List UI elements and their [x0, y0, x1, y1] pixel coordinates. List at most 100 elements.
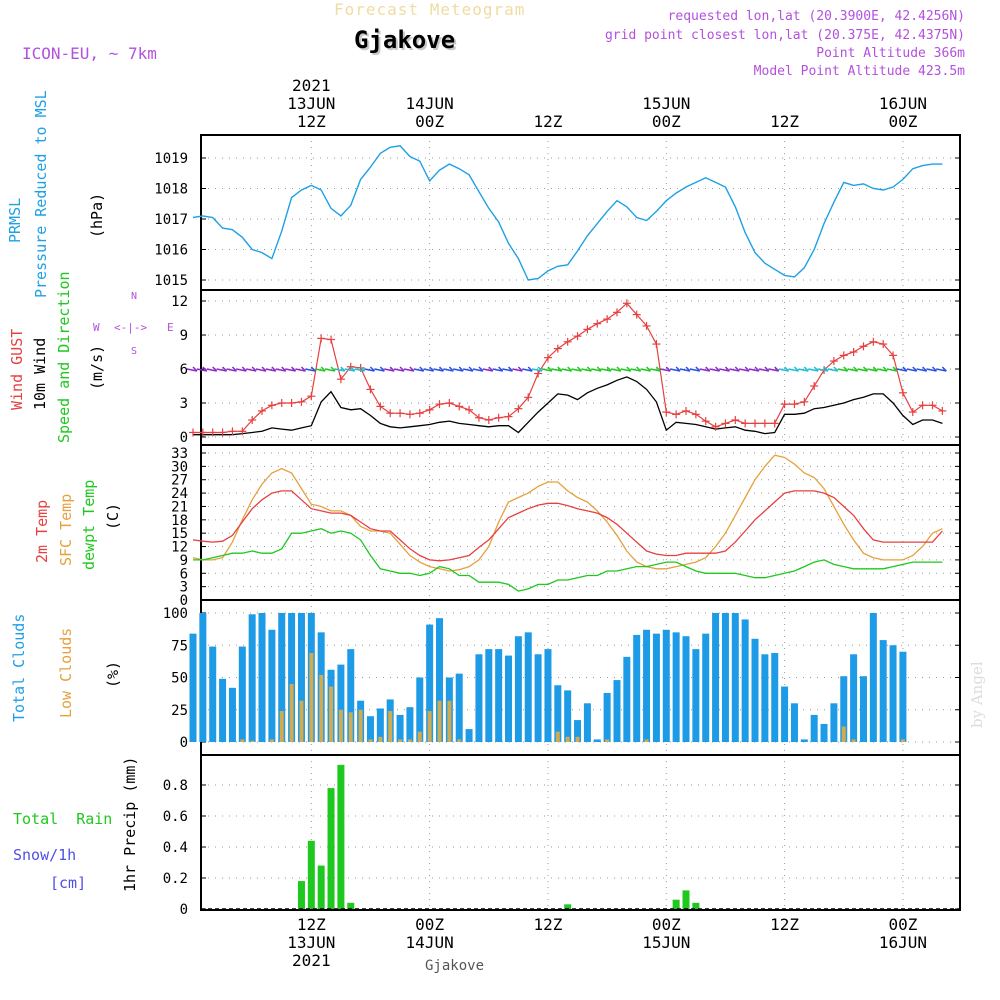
wind-arrow	[206, 368, 217, 372]
panel-frame	[200, 289, 961, 446]
wind-arrow-head	[222, 366, 228, 372]
footer-location: Gjakove	[425, 958, 485, 974]
wind-arrow	[246, 368, 257, 372]
total-cloud-bar	[495, 649, 503, 742]
total-cloud-bar	[436, 618, 443, 742]
wind-arrow-head	[448, 366, 454, 372]
wind-arrow-head	[665, 366, 671, 372]
wind-arrow-head	[784, 366, 790, 372]
y-tick-label: 3	[180, 396, 188, 412]
wind-arrow-head	[734, 366, 740, 372]
panel-frame	[200, 134, 961, 291]
y-tick-label: 1018	[154, 182, 188, 198]
time-label-bottom: 2021	[292, 951, 331, 970]
wind-arrow-head	[813, 366, 819, 372]
wind-arrow-head	[724, 366, 730, 372]
total-cloud-bar	[366, 716, 374, 742]
total-cloud-bar	[564, 690, 572, 742]
total-cloud-bar	[475, 654, 483, 742]
low-cloud-bar	[269, 739, 274, 742]
precip-bar	[692, 902, 700, 909]
wind-arrow-head	[774, 366, 780, 372]
pressure-line	[192, 145, 943, 281]
y-tick-label: 1017	[154, 212, 188, 228]
low-cloud-bar	[388, 711, 393, 742]
wind-arrow	[926, 368, 937, 372]
total-cloud-bar	[593, 739, 601, 742]
y-tick-label: 30	[171, 459, 188, 475]
wind-arrow	[571, 368, 582, 372]
requested-coords: requested lon,lat (20.3900E, 42.4256N)	[667, 9, 965, 24]
wind-arrow	[857, 368, 868, 372]
total-cloud-bar	[682, 636, 690, 742]
total-cloud-bar	[662, 629, 670, 742]
wind-arrow	[808, 368, 819, 372]
total-cloud-bar	[859, 676, 867, 742]
wind-arrow	[472, 368, 484, 372]
total-cloud-bar	[268, 629, 276, 742]
wind-arrow	[531, 368, 543, 372]
wind-arrow	[443, 368, 454, 372]
precip-bar	[564, 904, 572, 909]
wind-arrow	[600, 368, 612, 372]
wind-arrow-head	[340, 366, 346, 372]
wind-arrow	[393, 368, 405, 372]
y-tick-label: 0.6	[163, 809, 188, 825]
wind-arrow-head	[675, 366, 681, 372]
wind-arrow-head	[616, 366, 622, 372]
wind-arrow	[817, 368, 829, 372]
precip-bar	[297, 881, 305, 909]
wind-arrow-head	[892, 366, 898, 372]
wind-arrow-head	[853, 366, 859, 372]
wind-arrow	[462, 368, 474, 372]
total-cloud-bar	[869, 613, 877, 742]
low-cloud-bar	[358, 709, 363, 742]
low-cloud-bar	[555, 731, 560, 742]
time-label-bottom: 00Z	[888, 915, 917, 934]
total-cloud-bar	[889, 645, 897, 742]
wind-arrow	[275, 368, 286, 372]
y-tick-label: 50	[171, 671, 188, 687]
time-label-top: 12Z	[534, 112, 563, 131]
wind-arrow-head	[902, 366, 908, 372]
wind-arrow-head	[931, 366, 938, 372]
wind-arrow-head	[488, 366, 494, 372]
total-cloud-bar	[189, 633, 197, 742]
total-cloud-bar	[820, 723, 828, 742]
time-label-bottom: 12Z	[770, 915, 799, 934]
wind-arrow	[719, 368, 730, 372]
wind-arrow	[630, 368, 641, 372]
y-tick-label: 9	[180, 553, 188, 569]
wind-arrow-head	[685, 366, 691, 372]
total-cloud-bar	[574, 720, 582, 742]
time-label-top: 00Z	[888, 112, 917, 131]
precip-bar	[682, 890, 690, 909]
wind-arrow	[551, 368, 562, 372]
time-label-bottom: 16JUN	[879, 933, 927, 952]
total-cloud-bar	[406, 707, 414, 742]
wind-arrow-head	[231, 366, 237, 372]
wind-arrow-head	[468, 366, 474, 372]
time-label-top: 15JUN	[642, 94, 690, 113]
wind-arrow	[610, 368, 622, 372]
y-tick-label: 75	[171, 638, 188, 654]
time-label-top: 13JUN	[287, 94, 335, 113]
low-cloud-bar	[605, 739, 610, 742]
precip-bar	[307, 840, 315, 909]
total-cloud-bar	[505, 655, 513, 742]
low-cloud-bar	[329, 686, 334, 742]
wind-arrow-head	[922, 366, 928, 372]
wind-arrow	[364, 368, 375, 372]
model-label: ICON-EU, ~ 7km	[22, 44, 157, 63]
wind-arrow	[650, 368, 661, 372]
time-label-bottom: 12Z	[534, 915, 563, 934]
total-cloud-bar	[721, 613, 729, 742]
low-cloud-bar	[368, 739, 373, 742]
low-cloud-bar	[378, 736, 383, 742]
wind-arrow	[561, 368, 572, 372]
wind-arrow	[196, 368, 208, 372]
y-tick-label: 100	[163, 606, 188, 622]
sfc-temp-line	[192, 454, 943, 572]
total-cloud-bar	[238, 646, 246, 742]
y-tick-label: 25	[171, 703, 188, 719]
